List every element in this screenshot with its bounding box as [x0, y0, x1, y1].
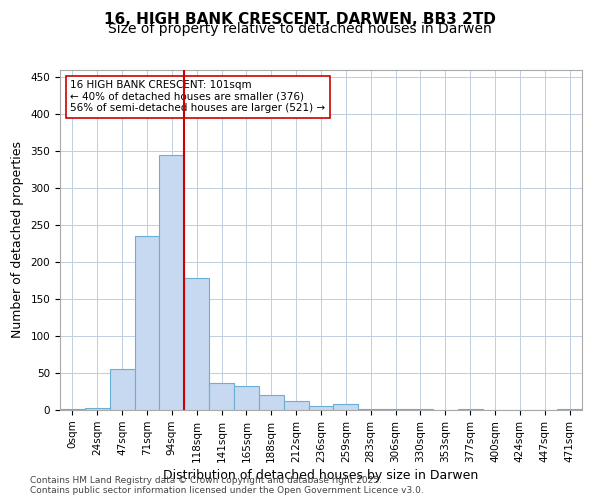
Bar [234, 386, 259, 410]
Bar [209, 382, 234, 410]
Bar [308, 406, 334, 410]
Bar [160, 155, 184, 410]
Text: Size of property relative to detached houses in Darwen: Size of property relative to detached ho… [108, 22, 492, 36]
Bar [284, 401, 308, 410]
Text: 16, HIGH BANK CRESCENT, DARWEN, BB3 2TD: 16, HIGH BANK CRESCENT, DARWEN, BB3 2TD [104, 12, 496, 28]
Bar [408, 408, 433, 410]
Y-axis label: Number of detached properties: Number of detached properties [11, 142, 23, 338]
Bar [184, 278, 209, 410]
Text: 16 HIGH BANK CRESCENT: 101sqm
← 40% of detached houses are smaller (376)
56% of : 16 HIGH BANK CRESCENT: 101sqm ← 40% of d… [70, 80, 326, 114]
Bar [85, 408, 110, 410]
Bar [358, 408, 383, 410]
Bar [334, 404, 358, 410]
Text: Contains HM Land Registry data © Crown copyright and database right 2025.
Contai: Contains HM Land Registry data © Crown c… [30, 476, 424, 495]
Bar [110, 370, 134, 410]
Bar [259, 395, 284, 410]
Bar [134, 236, 160, 410]
Bar [60, 408, 85, 410]
X-axis label: Distribution of detached houses by size in Darwen: Distribution of detached houses by size … [163, 469, 479, 482]
